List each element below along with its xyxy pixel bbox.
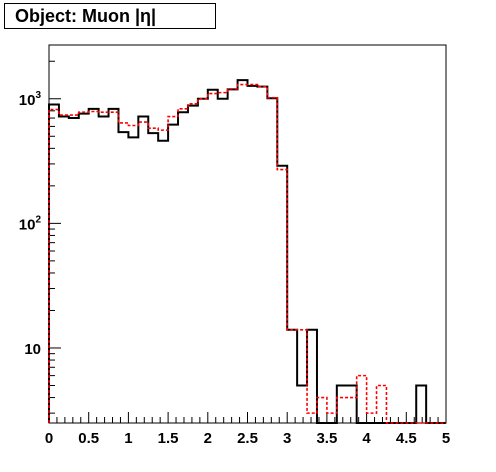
- x-tick-label: 4: [362, 430, 371, 447]
- y-tick-labels: 103 102 10: [19, 90, 42, 358]
- plot-frame: [48, 44, 447, 424]
- x-tick-label: 2.5: [237, 430, 258, 447]
- x-tick-label: 5: [442, 430, 450, 447]
- x-tick-label: 3: [283, 430, 291, 447]
- x-tick-label: 1.5: [158, 430, 179, 447]
- chart-title: Object: Muon |η|: [4, 3, 216, 29]
- x-tick-label: 3.5: [316, 430, 337, 447]
- y-tick-label: 10: [24, 341, 41, 358]
- x-tick-label: 0: [45, 430, 53, 447]
- y-tick-label: 102: [19, 214, 42, 233]
- x-tick-label: 4.5: [396, 430, 417, 447]
- x-tick-labels: 0 0.5 1 1.5 2 2.5 3 3.5 4 4.5 5: [45, 430, 450, 447]
- histogram-series-1: [48, 79, 446, 424]
- y-tick-label: 103: [19, 90, 42, 109]
- histogram-series-2: [48, 83, 446, 424]
- series-layer: [48, 79, 446, 424]
- x-tick-label: 0.5: [78, 430, 99, 447]
- x-tick-label: 1: [124, 430, 132, 447]
- x-tick-label: 2: [204, 430, 212, 447]
